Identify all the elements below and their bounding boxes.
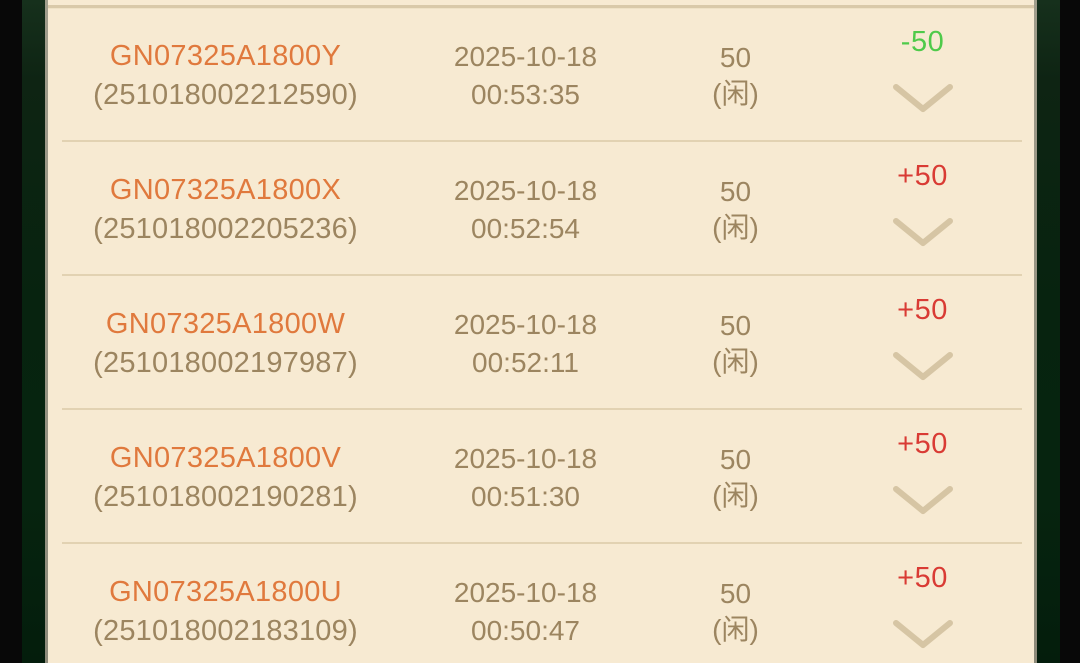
lot-identity-cell[interactable]: GN07325A1800U (251018002183109) [48,572,403,650]
chevron-down-icon[interactable] [823,82,1022,116]
transaction-list[interactable]: GN07325A1800Y (251018002212590) 2025-10-… [48,8,1034,663]
quantity-cell: 50 (闲) [648,574,823,649]
state-label: (闲) [712,78,759,109]
date-label: 2025-10-18 [453,41,598,73]
quantity-cell: 50 (闲) [648,440,823,515]
time-label: 00:52:11 [472,346,579,378]
timestamp-cell: 2025-10-18 00:53:35 [403,37,648,113]
lot-serial-label: (251018002212590) [93,79,358,111]
lot-code-label: GN07325A1800W [105,307,346,340]
timestamp-cell: 2025-10-18 00:52:11 [403,305,648,381]
table-row[interactable]: GN07325A1800U (251018002183109) 2025-10-… [48,544,1034,663]
chevron-down-icon[interactable] [823,350,1022,384]
quantity-cell: 50 (闲) [648,306,823,381]
table-row[interactable]: GN07325A1800V (251018002190281) 2025-10-… [48,410,1034,544]
lot-serial-label: (251018002190281) [93,481,358,513]
row-separator [62,140,1022,142]
quantity-label: 50 [719,443,752,475]
state-label: (闲) [712,480,759,511]
table-row[interactable]: GN07325A1800W (251018002197987) 2025-10-… [48,276,1034,410]
lot-code-label: GN07325A1800V [109,441,342,474]
background-bezel-right [1034,0,1060,663]
state-label: (闲) [712,346,759,377]
lot-serial-label: (251018002183109) [93,615,358,647]
transaction-list-card: GN07325A1800Y (251018002212590) 2025-10-… [48,0,1034,663]
time-label: 00:51:30 [471,480,580,512]
lot-serial-label: (251018002205236) [93,213,358,245]
state-label: (闲) [712,614,759,645]
row-separator [62,274,1022,276]
card-edge-left [45,0,48,663]
time-label: 00:53:35 [471,78,580,110]
lot-identity-cell[interactable]: GN07325A1800Y (251018002212590) [48,36,403,114]
row-separator [62,408,1022,410]
time-label: 00:52:54 [471,212,580,244]
delta-amount-label: +50 [897,160,948,192]
quantity-cell: 50 (闲) [648,38,823,113]
date-label: 2025-10-18 [453,443,598,475]
table-row[interactable]: GN07325A1800X (251018002205236) 2025-10-… [48,142,1034,276]
delta-amount-label: +50 [897,294,948,326]
quantity-label: 50 [719,41,752,73]
delta-amount-label: -50 [900,26,945,58]
quantity-label: 50 [719,309,752,341]
date-label: 2025-10-18 [453,309,598,341]
table-row[interactable]: GN07325A1800Y (251018002212590) 2025-10-… [48,8,1034,142]
date-label: 2025-10-18 [453,175,598,207]
chevron-down-icon[interactable] [823,216,1022,250]
quantity-label: 50 [719,577,752,609]
delta-amount-label: +50 [897,428,948,460]
lot-identity-cell[interactable]: GN07325A1800V (251018002190281) [48,438,403,516]
date-label: 2025-10-18 [453,577,598,609]
delta-cell[interactable]: -50 [823,8,1030,142]
delta-cell[interactable]: +50 [823,276,1030,410]
card-edge-right[interactable] [1034,0,1037,663]
lot-identity-cell[interactable]: GN07325A1800X (251018002205236) [48,170,403,248]
time-label: 00:50:47 [471,614,580,646]
delta-cell[interactable]: +50 [823,544,1030,663]
delta-amount-label: +50 [897,562,948,594]
delta-cell[interactable]: +50 [823,142,1030,276]
chevron-down-icon[interactable] [823,618,1022,652]
timestamp-cell: 2025-10-18 00:52:54 [403,171,648,247]
delta-cell[interactable]: +50 [823,410,1030,544]
quantity-cell: 50 (闲) [648,172,823,247]
lot-identity-cell[interactable]: GN07325A1800W (251018002197987) [48,304,403,382]
lot-serial-label: (251018002197987) [93,347,358,379]
list-header-divider [48,5,1034,8]
lot-code-label: GN07325A1800U [109,575,342,608]
row-separator [62,542,1022,544]
timestamp-cell: 2025-10-18 00:51:30 [403,439,648,515]
background-bezel-left [22,0,48,663]
state-label: (闲) [712,212,759,243]
lot-code-label: GN07325A1800X [109,173,342,206]
timestamp-cell: 2025-10-18 00:50:47 [403,573,648,649]
lot-code-label: GN07325A1800Y [109,39,342,72]
chevron-down-icon[interactable] [823,484,1022,518]
quantity-label: 50 [719,175,752,207]
